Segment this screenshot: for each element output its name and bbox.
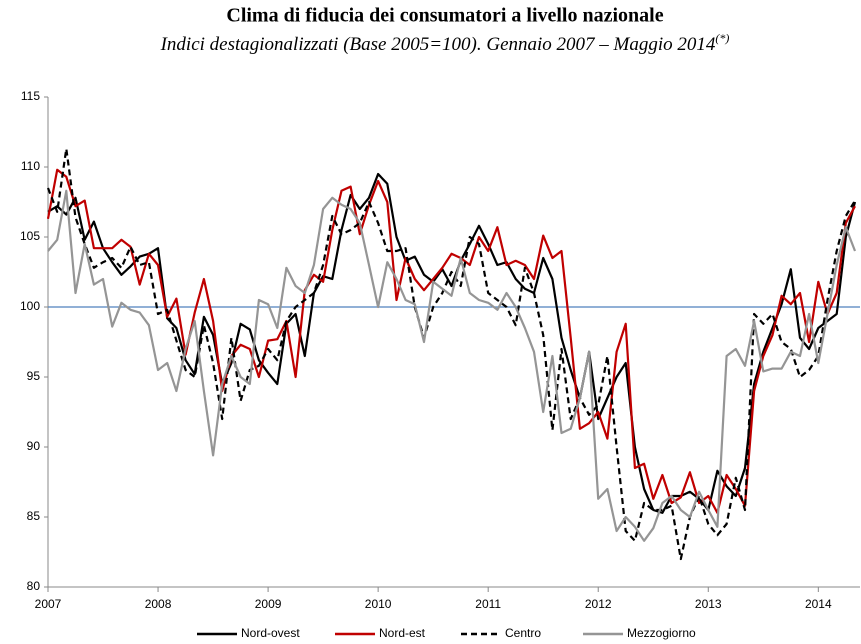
x-tick-label: 2010 (365, 597, 392, 611)
x-tick-label: 2013 (695, 597, 722, 611)
series-line (46, 147, 856, 561)
legend-label: Nord-est (379, 626, 426, 640)
y-tick-label: 110 (21, 159, 40, 173)
y-tick-label: 100 (20, 299, 40, 313)
y-tick-label: 95 (27, 369, 41, 383)
x-tick-label: 2012 (585, 597, 612, 611)
y-tick-label: 80 (27, 579, 41, 593)
series-line (47, 189, 857, 542)
chart-subtitle: Indici destagionalizzati (Base 2005=100)… (160, 31, 730, 56)
legend-label: Nord-ovest (241, 626, 300, 640)
y-tick-label: 115 (21, 89, 40, 103)
legend-label: Mezzogiorno (627, 626, 696, 640)
y-tick-label: 105 (20, 229, 40, 243)
series-line (46, 168, 856, 514)
x-tick-label: 2009 (255, 597, 282, 611)
y-tick-label: 90 (27, 439, 41, 453)
series-line (47, 172, 857, 514)
legend-label: Centro (505, 626, 541, 640)
chart-title: Clima di fiducia dei consumatori a livel… (226, 5, 663, 27)
subtitle-text: Indici destagionalizzati (Base 2005=100)… (160, 34, 716, 55)
x-tick-label: 2014 (805, 597, 832, 611)
y-tick-label: 85 (27, 509, 41, 523)
x-tick-label: 2007 (35, 597, 62, 611)
subtitle-note: (*) (715, 31, 729, 45)
x-tick-label: 2011 (475, 597, 501, 611)
x-tick-label: 2008 (145, 597, 172, 611)
